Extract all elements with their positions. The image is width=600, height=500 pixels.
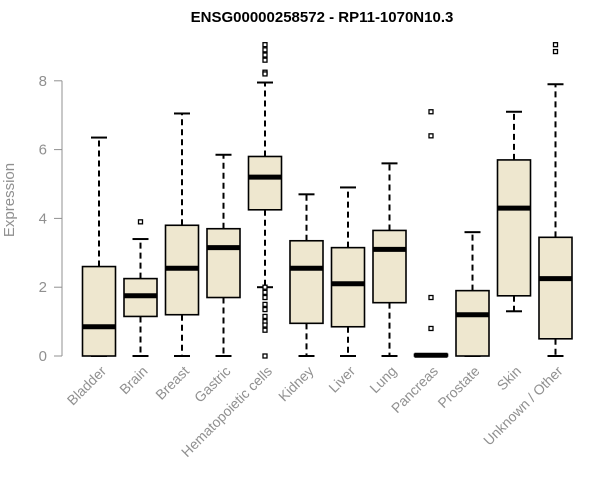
- box-kidney: [289, 193, 324, 357]
- y-axis-label: Expression: [1, 163, 18, 237]
- box-iqr: [247, 155, 283, 211]
- box-bladder: [81, 136, 117, 357]
- chart-title: ENSG00000258572 - RP11-1070N10.3: [191, 9, 454, 26]
- y-tick-label: 8: [39, 73, 47, 90]
- x-tick-label: Unknown / Other: [480, 363, 566, 449]
- box-unknown-other: [538, 42, 573, 357]
- x-tick-label: Lung: [366, 363, 399, 396]
- outlier-point: [137, 219, 144, 225]
- box-brain: [123, 219, 158, 357]
- box-gastric: [206, 153, 241, 357]
- x-tick-label: Skin: [494, 363, 525, 394]
- outlier-point: [262, 289, 268, 296]
- box-iqr: [330, 246, 366, 328]
- box-iqr: [455, 289, 490, 357]
- outlier-point: [552, 48, 559, 55]
- x-tick-label: Bladder: [64, 363, 110, 409]
- y-tick-label: 0: [39, 348, 47, 365]
- outlier-point: [262, 284, 268, 290]
- outlier-point: [262, 327, 268, 333]
- outlier-point: [262, 294, 268, 301]
- outlier-point: [262, 57, 268, 63]
- box-pancreas: [413, 109, 449, 358]
- box-lung: [372, 162, 407, 357]
- outlier-point: [262, 353, 268, 359]
- x-tick-label: Liver: [325, 363, 358, 396]
- x-tick-label: Kidney: [275, 363, 317, 405]
- box-iqr: [372, 229, 407, 304]
- box-iqr: [289, 239, 324, 325]
- outlier-point: [262, 313, 268, 320]
- box-skin: [496, 110, 532, 313]
- y-tick-label: 2: [39, 279, 47, 296]
- y-tick-label: 4: [39, 210, 47, 227]
- box-hematopoietic-cells: [247, 42, 283, 359]
- x-tick-label: Brain: [116, 363, 150, 397]
- y-axis: 0 2 4 6 8: [39, 73, 63, 365]
- outlier-point: [262, 47, 268, 53]
- x-tick-label: Breast: [152, 363, 192, 403]
- outlier-point: [262, 306, 268, 313]
- outlier-point: [428, 325, 434, 332]
- outlier-point: [428, 109, 434, 115]
- box-prostate: [455, 231, 490, 357]
- box-iqr: [496, 159, 532, 297]
- outlier-point: [262, 42, 268, 48]
- outlier-point: [262, 322, 268, 328]
- box-breast: [164, 112, 200, 357]
- box-liver: [330, 186, 366, 357]
- outlier-point: [428, 294, 434, 301]
- box-iqr: [206, 227, 241, 299]
- box-iqr: [538, 236, 573, 340]
- outlier-point: [428, 133, 434, 139]
- y-tick-label: 6: [39, 142, 47, 159]
- outlier-point: [262, 71, 268, 77]
- box-series: [81, 42, 573, 359]
- box-iqr: [81, 265, 117, 357]
- outlier-point: [262, 52, 268, 58]
- outlier-point: [552, 42, 559, 48]
- outlier-point: [262, 301, 268, 308]
- x-tick-label: Prostate: [434, 363, 482, 411]
